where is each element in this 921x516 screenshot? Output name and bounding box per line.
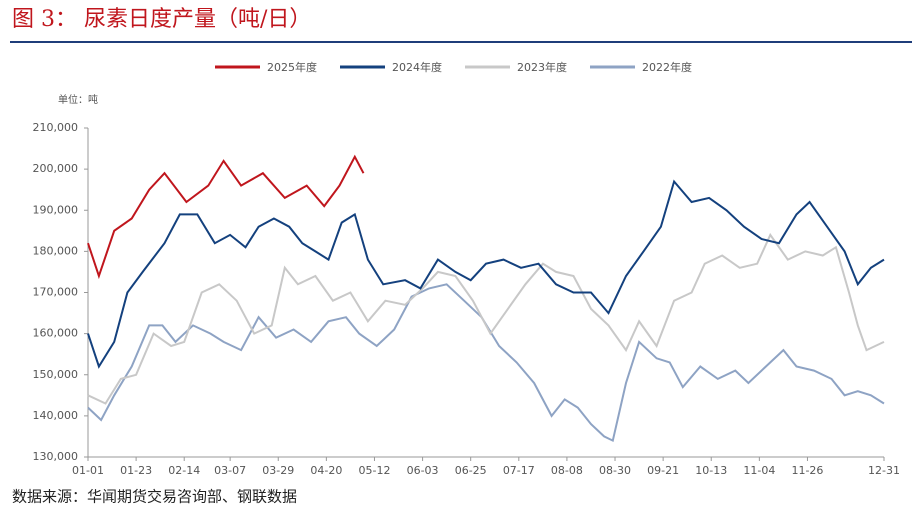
- y-tick-label: 130,000: [33, 450, 79, 463]
- legend-label: 2025年度: [267, 60, 317, 74]
- x-tick-label: 12-31: [868, 464, 900, 477]
- x-tick-label: 07-17: [503, 464, 535, 477]
- series-line: [87, 154, 365, 280]
- legend-label: 2024年度: [392, 60, 442, 74]
- y-tick-label: 180,000: [33, 244, 79, 257]
- x-tick-label: 11-04: [743, 464, 775, 477]
- unit-label: 单位：吨: [58, 93, 98, 106]
- x-tick-label: 04-20: [310, 464, 342, 477]
- legend-label: 2023年度: [517, 60, 567, 74]
- x-tick-label: 11-26: [791, 464, 823, 477]
- x-tick-label: 03-29: [262, 464, 294, 477]
- x-tick-label: 09-21: [647, 464, 679, 477]
- series-line: [87, 179, 885, 369]
- x-tick-label: 08-30: [599, 464, 631, 477]
- series-line: [87, 232, 885, 405]
- series-line: [87, 283, 885, 443]
- y-tick-label: 210,000: [33, 121, 79, 134]
- legend-label: 2022年度: [642, 60, 692, 74]
- x-tick-label: 06-25: [455, 464, 487, 477]
- x-tick-label: 01-23: [120, 464, 152, 477]
- y-tick-label: 150,000: [33, 368, 79, 381]
- x-tick-label: 05-12: [358, 464, 390, 477]
- y-tick-label: 140,000: [33, 409, 79, 422]
- chart-title: 图 3： 尿素日度产量（吨/日）: [12, 7, 311, 32]
- y-tick-label: 160,000: [33, 327, 79, 340]
- x-tick-label: 01-01: [72, 464, 104, 477]
- x-tick-label: 10-13: [695, 464, 727, 477]
- x-tick-label: 08-08: [551, 464, 583, 477]
- x-tick-label: 06-03: [407, 464, 439, 477]
- y-tick-label: 190,000: [33, 203, 79, 216]
- x-tick-label: 02-14: [168, 464, 200, 477]
- y-tick-label: 200,000: [33, 162, 79, 175]
- x-tick-label: 03-07: [214, 464, 246, 477]
- source: 数据来源：华闻期货交易咨询部、钢联数据: [12, 488, 297, 506]
- y-tick-label: 170,000: [33, 286, 79, 299]
